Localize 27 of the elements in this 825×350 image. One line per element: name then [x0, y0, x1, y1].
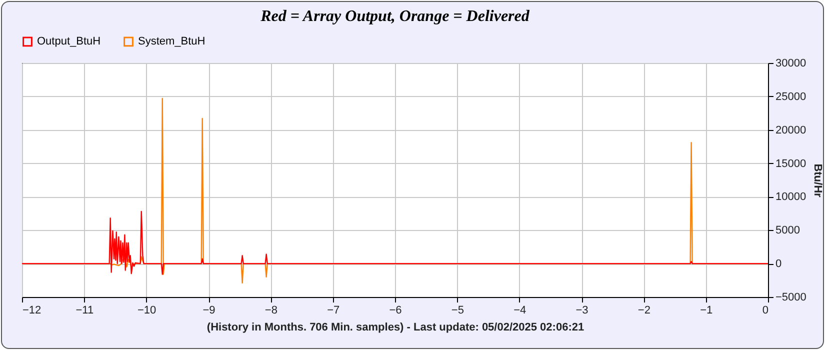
x-tick-label: −10 [137, 304, 156, 316]
x-axis-title: (History in Months. 706 Min. samples) - Last update: 05/02/2025 02:06:21 [206, 322, 584, 334]
x-tick-label: −1 [700, 304, 713, 316]
y-tick-label: 5000 [776, 224, 800, 237]
x-tick-label: −6 [389, 304, 402, 316]
y-tick-label: 30000 [776, 58, 806, 70]
x-tick-label: −11 [76, 304, 94, 316]
y-tick-label: −5000 [776, 292, 806, 304]
x-tick-label: −2 [638, 304, 650, 316]
legend-label: Output_BtuH [37, 36, 101, 48]
chart-title: Red = Array Output, Orange = Delivered [260, 8, 530, 25]
y-tick-label: 10000 [776, 191, 806, 204]
x-tick-label: −9 [202, 304, 216, 316]
x-tick-label: −12 [22, 304, 42, 316]
y-tick-label: 20000 [776, 124, 806, 136]
y-tick-label: 0 [776, 258, 782, 270]
legend-label: System_BtuH [138, 36, 206, 48]
x-tick-label: −7 [327, 304, 340, 316]
y-tick-label: 15000 [776, 158, 806, 170]
x-tick-label: −3 [576, 304, 588, 316]
line-series [21, 210, 769, 275]
y-tick-label: 25000 [776, 90, 806, 103]
x-tick-label: −8 [264, 304, 278, 316]
x-tick-label: −4 [514, 304, 526, 316]
x-tick-label: 0 [762, 304, 768, 316]
x-tick-label: −5 [451, 304, 464, 316]
y-axis-title: Btu/Hr [811, 164, 824, 198]
